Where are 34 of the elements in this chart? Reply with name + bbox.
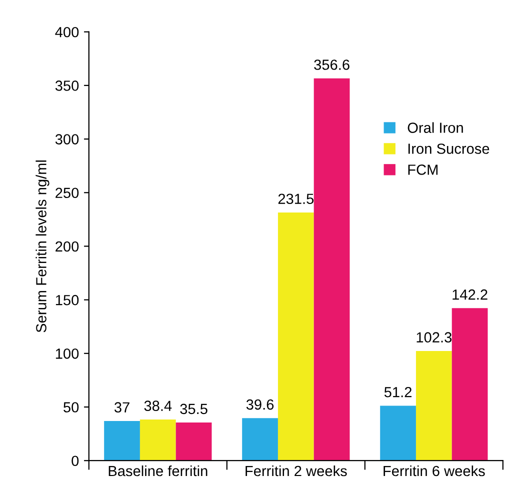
- x-tick-label: Baseline ferritin: [108, 465, 208, 476]
- legend-label: FCM: [408, 164, 438, 175]
- bar: [176, 422, 212, 461]
- y-axis-title: Serum Ferritin levels ng/ml: [36, 160, 50, 332]
- y-tick-label: 150: [56, 294, 79, 306]
- bar: [242, 418, 278, 461]
- y-tick-label: 100: [56, 348, 79, 359]
- data-label: 51.2: [384, 386, 412, 398]
- y-tick-label: 350: [55, 80, 79, 91]
- data-label: 35.5: [180, 404, 208, 414]
- data-label: 142.2: [452, 289, 488, 300]
- legend-label: Oral Iron: [408, 122, 463, 133]
- y-tick-label: 0: [72, 456, 79, 466]
- data-label: 356.6: [314, 60, 350, 70]
- bar: [416, 350, 452, 461]
- y-tick-label: 200: [56, 241, 79, 252]
- y-tick-label: 300: [55, 134, 79, 144]
- bar: [278, 212, 314, 461]
- y-tick-label: 250: [56, 188, 79, 198]
- data-label: 37: [114, 402, 130, 413]
- y-tick-label: 50: [64, 402, 79, 412]
- data-label: 38.4: [144, 400, 172, 411]
- y-tick-label: 400: [55, 26, 79, 38]
- bar: [380, 406, 416, 461]
- x-tick-label: Ferritin 2 weeks: [246, 465, 347, 476]
- bar: [104, 420, 140, 461]
- bar: [452, 308, 488, 461]
- x-tick-label: Ferritin 6 weeks: [384, 465, 485, 476]
- legend-label: Iron Sucrose: [408, 144, 490, 154]
- data-label: 39.6: [246, 399, 274, 410]
- data-label: 231.5: [278, 194, 314, 204]
- bar: [140, 419, 176, 461]
- data-label: 102.3: [416, 332, 452, 343]
- bar: [314, 78, 350, 461]
